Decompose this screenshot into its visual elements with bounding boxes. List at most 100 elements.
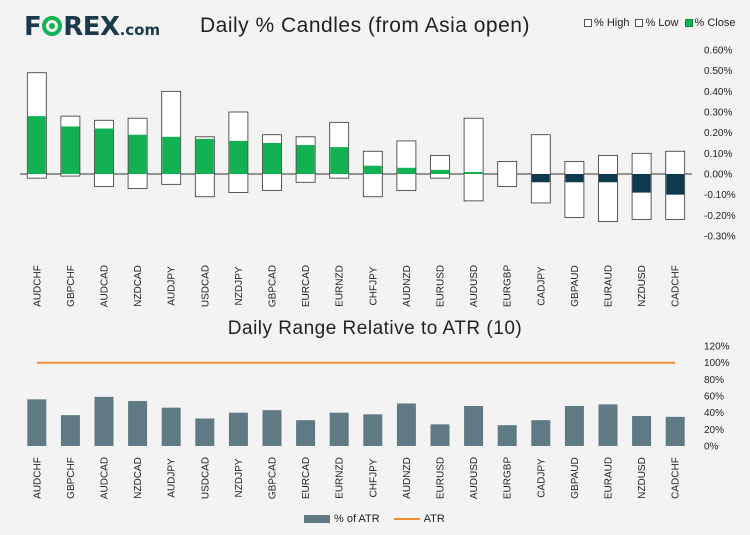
x-category-label: AUDCHF	[32, 265, 43, 307]
logo-o-icon	[42, 16, 63, 36]
candle-close-bar	[229, 140, 248, 174]
x-category-label: CADCHF	[671, 457, 682, 499]
atr-pct-bar	[564, 406, 584, 446]
candle-close-bar	[330, 147, 349, 174]
y-tick-label: 0.00%	[704, 170, 732, 181]
atr-pct-bar	[262, 410, 282, 446]
x-category-label: EURCAD	[301, 265, 312, 307]
x-category-label: NZDJPY	[234, 458, 245, 497]
x-category-label: EURUSD	[436, 457, 447, 499]
x-category-label: CHFJPY	[368, 458, 379, 497]
y-tick-label: 120%	[704, 342, 730, 353]
logo-suffix: .com	[119, 21, 161, 39]
x-category-label: AUDCHF	[32, 457, 43, 499]
candle-close-bar	[263, 143, 281, 174]
atr-pct-bar	[464, 406, 484, 446]
legend-swatch-atr-pct	[304, 515, 330, 523]
legend-item-close: % Close	[684, 17, 735, 29]
y-tick-label: 20%	[704, 425, 724, 436]
x-category-label: GBPCHF	[66, 265, 77, 307]
candle-close-bar	[363, 165, 382, 174]
x-category-label: AUDUSD	[469, 457, 480, 499]
x-category-label: GBPAUD	[570, 265, 581, 307]
candle-close-bar	[599, 174, 617, 183]
x-category-label: AUDCAD	[100, 457, 111, 499]
atr-pct-bar	[632, 416, 652, 446]
candle-close-bar	[531, 174, 550, 183]
candle-close-bar	[431, 169, 449, 174]
atr-pct-bar	[430, 424, 450, 446]
x-category-label: CADJPY	[536, 458, 547, 498]
legend-item-high: % High	[584, 17, 629, 29]
atr-pct-bar	[296, 420, 316, 446]
legend-item-low: % Low	[635, 17, 679, 29]
x-category-label: NZDUSD	[637, 265, 648, 307]
x-category-label: AUDJPY	[167, 458, 178, 498]
candle-close-bar	[195, 138, 214, 174]
y-tick-label: 60%	[704, 392, 724, 403]
legend-label-low: % Low	[645, 17, 679, 29]
atr-pct-bar	[363, 414, 383, 446]
x-category-label: GBPCAD	[268, 457, 279, 499]
atr-pct-bar	[94, 396, 114, 446]
x-category-label: NZDCAD	[133, 457, 144, 499]
x-category-label: AUDNZD	[402, 265, 413, 307]
x-category-label: AUDUSD	[469, 265, 480, 307]
legend-swatch-close	[684, 19, 693, 27]
candle-close-bar	[464, 171, 483, 174]
x-category-label: EURCAD	[301, 457, 312, 499]
x-category-label: GBPCAD	[268, 265, 279, 307]
y-tick-label: 0%	[704, 442, 719, 453]
legend-label-atr-pct: % of ATR	[334, 513, 380, 525]
y-tick-label: -0.30%	[704, 232, 736, 243]
atr-pct-bar	[497, 425, 517, 446]
atr-pct-bar	[60, 415, 80, 446]
y-tick-label: 0.60%	[704, 46, 732, 57]
candle-range-bar	[497, 161, 518, 187]
x-category-label: EURAUD	[604, 457, 615, 499]
x-category-label: USDCAD	[200, 457, 211, 499]
x-category-label: CADCHF	[671, 265, 682, 307]
atr-pct-bar	[195, 418, 215, 446]
x-category-label: NZDUSD	[637, 457, 648, 499]
x-category-label: EURGBP	[503, 265, 514, 308]
y-tick-label: -0.10%	[704, 190, 736, 201]
y-tick-label: 0.10%	[704, 149, 732, 160]
candle-close-bar	[95, 128, 113, 174]
candle-close-bar	[128, 134, 147, 174]
logo-text-start: F	[24, 12, 42, 42]
x-category-label: NZDCAD	[133, 265, 144, 307]
candle-close-bar	[565, 174, 584, 183]
candle-range-bar	[430, 154, 450, 179]
candle-close-bar	[162, 136, 181, 174]
atr-pct-bar	[531, 420, 551, 446]
y-tick-label: 0.50%	[704, 66, 732, 77]
atr-pct-bar	[128, 401, 148, 446]
candle-close-bar	[632, 174, 651, 193]
candle-close-bar	[666, 174, 685, 195]
legend-item-atr: ATR	[393, 513, 445, 525]
atr-pct-bar	[396, 403, 416, 446]
forex-logo: F REX.com	[24, 12, 160, 44]
x-category-label: NZDJPY	[234, 266, 245, 305]
legend-label-atr: ATR	[423, 513, 445, 525]
y-tick-label: -0.20%	[704, 211, 736, 222]
atr-pct-bar	[27, 399, 47, 446]
x-category-label: USDCAD	[200, 265, 211, 307]
x-category-label: GBPAUD	[570, 457, 581, 499]
candle-range-bar	[463, 117, 484, 202]
candle-range-bar	[564, 161, 585, 218]
y-tick-label: 80%	[704, 375, 724, 386]
atr-pct-bar	[329, 412, 349, 446]
legend-swatch-low	[635, 19, 644, 27]
y-tick-label: 0.30%	[704, 108, 732, 119]
x-category-label: AUDCAD	[100, 265, 111, 307]
x-category-label: EURGBP	[503, 457, 514, 500]
legend-swatch-atr	[393, 518, 420, 520]
atr-pct-bar	[665, 416, 685, 446]
x-category-label: AUDJPY	[167, 266, 178, 306]
atr-pct-bar	[228, 412, 248, 446]
legend-swatch-high	[584, 19, 592, 27]
y-tick-label: 100%	[704, 358, 730, 369]
